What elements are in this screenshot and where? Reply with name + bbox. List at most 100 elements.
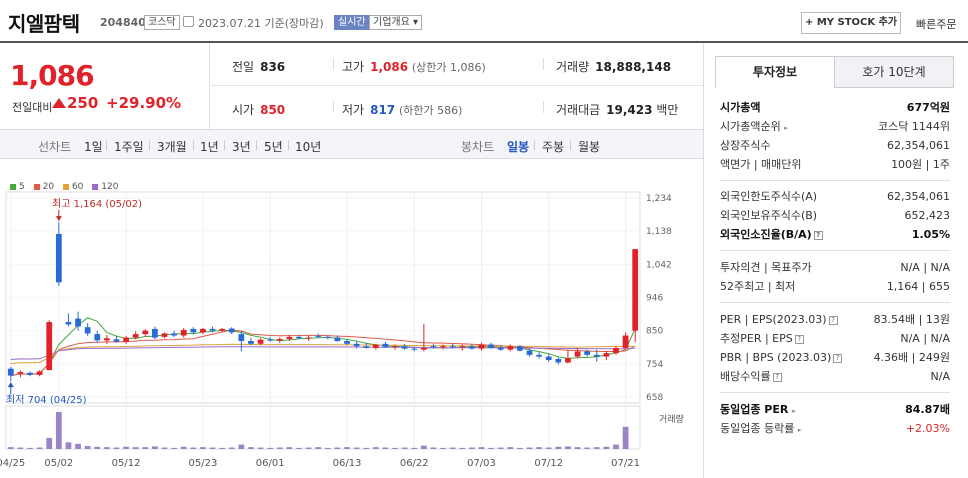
candle-body: [229, 329, 235, 333]
chevron-right-icon: ▸: [798, 426, 802, 434]
x-tick-label: 07/12: [534, 458, 563, 469]
sector-per-label[interactable]: 동일업종 PER ▸: [720, 400, 796, 421]
add-mystock-button[interactable]: + MY STOCK 추가: [801, 12, 901, 34]
row-sector-change: 동일업종 등락률 ▸ +2.03%: [720, 419, 950, 438]
volume-bar: [286, 447, 292, 449]
investment-info-panel: 투자정보 호가 10단계 시가총액 677억원 시가총액순위 ▸ 코스닥 114…: [712, 56, 956, 476]
volume-bar: [123, 447, 129, 449]
quick-order-button[interactable]: 빠른주문: [916, 16, 956, 32]
label-text: PBR | BPS (2023.03): [720, 351, 831, 364]
candle-body: [431, 346, 437, 347]
period-1y[interactable]: 1년: [200, 138, 219, 155]
legend-swatch: [63, 184, 69, 190]
candle-body: [190, 329, 196, 332]
candle-body: [344, 341, 350, 344]
face-value: 100원 | 1주: [891, 155, 950, 174]
help-icon[interactable]: ?: [814, 231, 823, 240]
volume-bar: [37, 448, 43, 449]
volume-bar: [507, 447, 513, 449]
tab-orderbook[interactable]: 호가 10단계: [834, 56, 954, 88]
volume-bar: [104, 447, 110, 449]
candle-weekly[interactable]: 주봉: [542, 138, 564, 155]
help-icon[interactable]: ?: [773, 373, 782, 382]
volume-bar: [162, 448, 168, 449]
volume-bar: [546, 448, 552, 449]
row-shares: 상장주식수 62,354,061: [720, 136, 950, 155]
moving-average-lines: [11, 318, 635, 376]
candle-body: [306, 338, 312, 339]
volume-bar: [229, 448, 235, 449]
help-icon[interactable]: ?: [833, 354, 842, 363]
trade-amount: 거래대금 19,423 백만: [556, 101, 678, 118]
candle-body: [267, 340, 273, 341]
candle-body: [162, 333, 168, 336]
dividend-value: N/A: [931, 367, 950, 386]
volume-bar: [498, 448, 504, 449]
w52-value: 1,164 | 655: [887, 277, 950, 296]
label-text: PER | EPS(2023.03): [720, 313, 827, 326]
candle-body: [104, 338, 110, 340]
base-date: 2023.07.21 기준(장마감): [198, 15, 324, 31]
candle-body: [383, 344, 389, 347]
candle-body: [498, 348, 504, 350]
help-icon[interactable]: ?: [795, 335, 804, 344]
candle-body: [517, 346, 523, 350]
candle-body: [594, 355, 600, 357]
candle-body: [402, 346, 408, 348]
realtime-badge[interactable]: 실시간: [334, 15, 370, 30]
candle-body: [632, 249, 638, 331]
period-10y[interactable]: 10년: [295, 138, 321, 155]
candle-body: [210, 329, 216, 331]
candle-body: [152, 329, 158, 338]
sector-per-value: 84.87배: [905, 400, 950, 419]
market-cap-value: 677억원: [907, 98, 950, 117]
candle-body: [527, 351, 533, 355]
legend-swatch: [10, 184, 16, 190]
up-arrow-icon: [52, 98, 66, 108]
divider: [288, 140, 289, 150]
per-label: PER | EPS(2023.03)?: [720, 310, 838, 329]
x-tick-label: 05/23: [189, 458, 218, 469]
period-3y[interactable]: 3년: [232, 138, 251, 155]
candle-daily[interactable]: 일봉: [507, 138, 529, 155]
period-1w[interactable]: 1주일: [114, 138, 144, 155]
high-label: 고가: [342, 60, 364, 74]
volume-label: 거래량: [556, 60, 589, 74]
period-5y[interactable]: 5년: [264, 138, 283, 155]
row-face-value: 액면가 | 매매단위 100원 | 1주: [720, 155, 950, 174]
volume-bar: [66, 442, 72, 449]
volume-bar: [450, 448, 456, 449]
candle-body: [584, 351, 590, 354]
candle-body: [286, 337, 292, 339]
label-text: 외국인소진율(B/A): [720, 228, 812, 241]
help-icon[interactable]: ?: [829, 316, 838, 325]
volume-bar: [431, 448, 437, 449]
divider: [543, 101, 544, 113]
candle-body: [8, 369, 14, 376]
row-dividend: 배당수익률? N/A: [720, 367, 950, 386]
foreign-hold-value: 652,423: [905, 206, 951, 225]
volume-bar: [517, 448, 523, 449]
candle-monthly[interactable]: 월봉: [578, 138, 600, 155]
foreign-limit-label: 외국인한도주식수(A): [720, 187, 817, 206]
volume-bar: [190, 448, 196, 449]
period-1d[interactable]: 1일: [84, 138, 103, 155]
volume-bar: [258, 448, 264, 449]
tab-invest-info[interactable]: 투자정보: [715, 56, 835, 88]
company-info-dropdown[interactable]: 기업개요 ▾: [369, 15, 422, 30]
volume-bar: [565, 446, 571, 449]
est-per-label: 추정PER | EPS?: [720, 329, 804, 348]
price-chart[interactable]: 1,234 1,138 1,042 946 850 754 658 04/25 05/02 05…: [0, 190, 703, 478]
sector-change-label[interactable]: 동일업종 등락률 ▸: [720, 419, 801, 440]
upper-limit: (상한가 1,086): [412, 61, 486, 74]
candle-body: [555, 359, 561, 362]
summary-row-1: 전일 836 고가 1,086 (상한가 1,086) 거래량 18,888,148: [211, 43, 703, 86]
period-3m[interactable]: 3개월: [157, 138, 187, 155]
candle-body: [75, 319, 81, 327]
foreign-ratio-value: 1.05%: [912, 225, 950, 244]
volume-bar: [613, 445, 619, 449]
volume-bar: [142, 447, 148, 449]
ma-line-20: [11, 330, 635, 376]
x-tick-label: 05/12: [112, 458, 141, 469]
volume-frame: [6, 406, 640, 449]
